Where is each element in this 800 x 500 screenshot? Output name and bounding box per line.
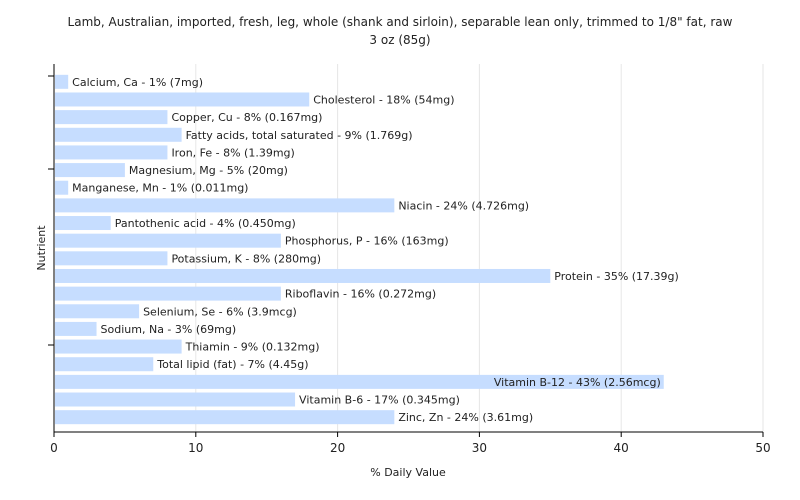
- bar-label-2: Copper, Cu - 8% (0.167mg): [171, 111, 322, 124]
- bar-label-1: Cholesterol - 18% (54mg): [313, 93, 454, 106]
- bar-label-13: Selenium, Se - 6% (3.9mcg): [143, 305, 297, 318]
- bar-label-4: Iron, Fe - 8% (1.39mg): [171, 146, 294, 159]
- bar-label-10: Potassium, K - 8% (280mg): [171, 252, 321, 265]
- x-tick-label-50: 50: [755, 441, 770, 455]
- bar-label-7: Niacin - 24% (4.726mg): [398, 199, 529, 212]
- bar-label-3: Fatty acids, total saturated - 9% (1.769…: [186, 129, 413, 142]
- bar-label-11: Protein - 35% (17.39g): [554, 270, 679, 283]
- bar-label-12: Riboflavin - 16% (0.272mg): [285, 288, 436, 301]
- chart-title-line-1: Lamb, Australian, imported, fresh, leg, …: [68, 15, 733, 29]
- bar-16: [55, 357, 154, 372]
- grid-layer: [195, 64, 764, 432]
- bar-17: [55, 374, 664, 389]
- bar-13: [55, 304, 140, 319]
- bar-18: [55, 392, 296, 407]
- bar-14: [55, 321, 97, 336]
- bars-layer: Calcium, Ca - 1% (7mg) Cholesterol - 18% …: [55, 74, 679, 425]
- bar-4: [55, 145, 168, 160]
- bar-label-0: Calcium, Ca - 1% (7mg): [72, 76, 203, 89]
- y-axis-label: Nutrient: [35, 225, 48, 271]
- x-axis-label: % Daily Value: [370, 466, 446, 479]
- bar-label-14: Sodium, Na - 3% (69mg): [101, 323, 237, 336]
- bar-9: [55, 233, 281, 248]
- bar-3: [55, 127, 182, 142]
- x-tick-label-20: 20: [330, 441, 345, 455]
- bar-label-19: Zinc, Zn - 24% (3.61mg): [398, 411, 533, 424]
- chart-title-line-2: 3 oz (85g): [369, 33, 430, 47]
- bar-0: [55, 74, 69, 89]
- bar-label-17: Vitamin B-12 - 43% (2.56mcg): [494, 376, 661, 389]
- bar-5: [55, 163, 125, 178]
- bar-1: [55, 92, 310, 107]
- x-tick-label-10: 10: [188, 441, 203, 455]
- bar-6: [55, 180, 69, 195]
- bar-8: [55, 216, 111, 231]
- x-tick-label-40: 40: [614, 441, 629, 455]
- bar-10: [55, 251, 168, 266]
- bar-19: [55, 410, 395, 425]
- bar-label-18: Vitamin B-6 - 17% (0.345mg): [299, 394, 460, 407]
- axis-layer: 0 10 20 30 40 50: [48, 64, 771, 455]
- bar-label-16: Total lipid (fat) - 7% (4.45g): [156, 358, 308, 371]
- bar-label-6: Manganese, Mn - 1% (0.011mg): [72, 182, 248, 195]
- x-tick-label-0: 0: [50, 441, 58, 455]
- bar-15: [55, 339, 182, 354]
- bar-11: [55, 268, 551, 283]
- bar-label-5: Magnesium, Mg - 5% (20mg): [129, 164, 288, 177]
- bar-label-8: Pantothenic acid - 4% (0.450mg): [115, 217, 296, 230]
- x-tick-label-30: 30: [472, 441, 487, 455]
- bar-12: [55, 286, 281, 301]
- bar-7: [55, 198, 395, 213]
- bar-label-15: Thiamin - 9% (0.132mg): [185, 341, 320, 354]
- bar-label-9: Phosphorus, P - 16% (163mg): [285, 235, 449, 248]
- bar-2: [55, 110, 168, 125]
